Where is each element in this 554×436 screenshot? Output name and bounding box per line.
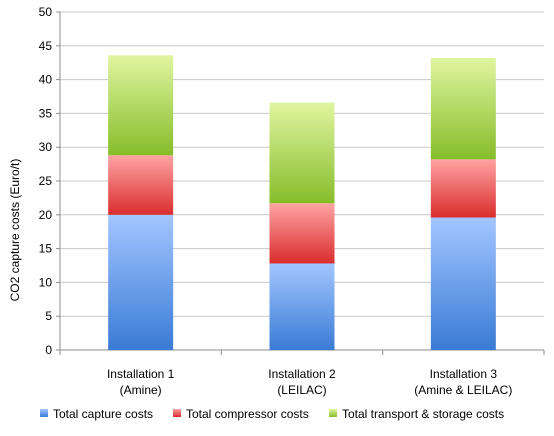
y-tick-label: 35	[39, 106, 53, 120]
y-tick-label: 0	[45, 343, 52, 357]
bar-segment	[430, 217, 496, 350]
y-tick-label: 25	[39, 174, 53, 188]
legend: Total capture costs Total compressor cost…	[40, 407, 504, 421]
y-tick-label: 5	[45, 309, 52, 323]
bar-segment	[269, 263, 335, 350]
y-tick-label: 45	[39, 39, 53, 53]
category-label: Installation 1 (Amine)	[107, 367, 175, 397]
legend-label: Total capture costs	[53, 407, 153, 421]
legend-swatch	[40, 409, 48, 417]
bar-segment	[108, 55, 174, 156]
y-tick-label: 20	[39, 208, 53, 222]
legend-swatch	[329, 409, 337, 417]
axis-labels: 0 5 10 15 20 25 30 35 40 45 50 Installation 1 (Amine…	[39, 5, 513, 397]
legend-label: Total compressor costs	[186, 407, 309, 421]
legend-swatch	[173, 409, 181, 417]
y-tick-label: 40	[39, 73, 53, 87]
bar-segment	[269, 102, 335, 204]
y-tick-label: 50	[39, 5, 53, 19]
y-tick-label: 15	[39, 242, 53, 256]
bar-segment	[430, 159, 496, 218]
bars	[108, 55, 496, 350]
legend-label: Total transport & storage costs	[342, 407, 504, 421]
category-label: Installation 3 (Amine & LEILAC)	[414, 367, 512, 397]
bar-segment	[108, 214, 174, 350]
category-label: Installation 2 (LEILAC)	[268, 367, 336, 397]
y-tick-label: 10	[39, 275, 53, 289]
bar-segment	[108, 155, 174, 215]
y-axis-title: CO2 capture costs (Euro/t)	[8, 159, 22, 302]
bar-segment	[269, 203, 335, 264]
y-tick-label: 30	[39, 140, 53, 154]
bar-segment	[430, 57, 496, 160]
